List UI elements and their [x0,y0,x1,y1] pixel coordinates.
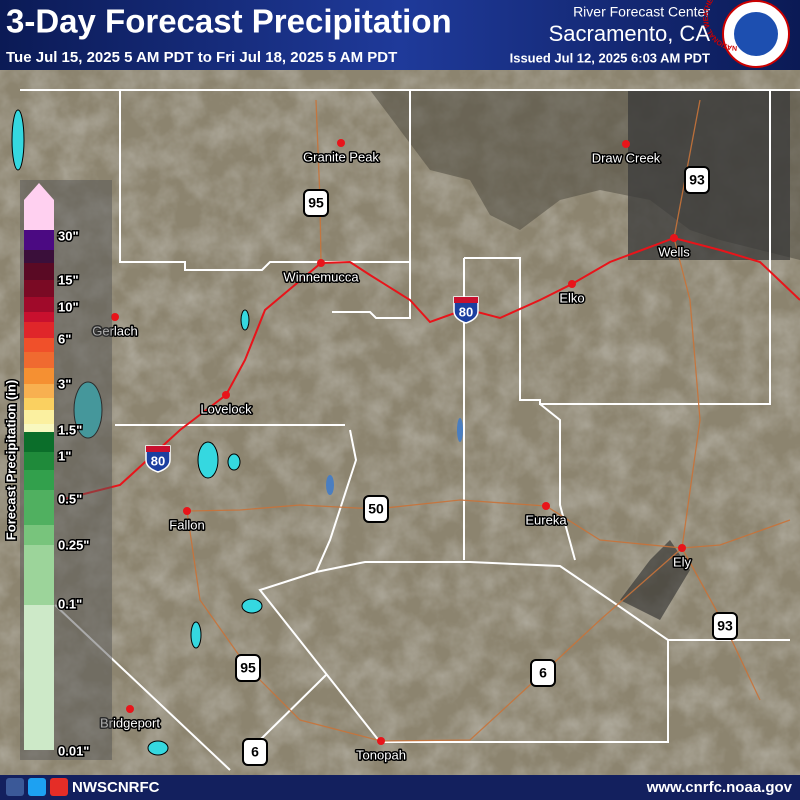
footer-bar [0,775,800,800]
shield-label: 93 [689,172,705,188]
city-dot [111,313,119,321]
city-label: Fallon [169,517,204,532]
legend-title: Forecast Precipitation (in) [3,380,18,540]
us-shield [242,738,268,766]
legend-band [24,452,54,470]
city-label: Wells [658,244,690,259]
shield-label: 80 [151,453,165,468]
interstate-top [454,297,478,303]
legend-label: 15" [58,272,79,287]
shield-label: 6 [539,665,547,681]
interstate-top [146,446,170,452]
legend-band [24,525,54,545]
period: Tue Jul 15, 2025 5 AM PDT to Fri Jul 18,… [6,49,397,66]
us-shield [235,654,261,682]
city-dot [337,139,345,147]
city-label: Draw Creek [592,150,661,165]
city-label: Bridgeport [100,715,160,730]
city-label: Granite Peak [303,149,379,164]
legend-label: 0.1" [58,596,82,611]
legend-band [24,490,54,525]
city-dot [568,280,576,288]
legend-band [24,338,54,352]
legend-band [24,545,54,605]
us-shield [530,659,556,687]
city-label: Ely [673,554,692,569]
legend-band [24,368,54,384]
shield-label: 80 [459,304,473,319]
legend-band [24,384,54,398]
legend-band [24,230,54,250]
interstate-80 [59,236,800,501]
city-label: Lovelock [200,401,252,416]
city-dot [317,259,325,267]
title: 3-Day Forecast Precipitation [6,3,452,40]
legend-band [24,410,54,424]
dark-terrain [620,540,690,620]
us-shield [712,612,738,640]
legend-band [24,432,54,452]
legend-band [24,250,54,263]
shield-label: 95 [308,195,324,211]
legend-label: 3" [58,376,71,391]
legend-label: 1.5" [58,422,82,437]
legend-label: 10" [58,299,79,314]
legend-arrow [24,183,54,230]
office-line2: Sacramento, CA [549,21,711,46]
us-shield [303,189,329,217]
legend-band [24,424,54,432]
legend-band [24,297,54,312]
city-label: Elko [559,290,584,305]
facebook-icon[interactable] [6,778,24,796]
city-dot [126,705,134,713]
legend-band [24,322,54,338]
interstate-shield [453,296,479,324]
legend-label: 0.25" [58,537,89,552]
city-label: Winnemucca [283,269,359,284]
header-bar [0,0,800,70]
legend-label: 0.5" [58,491,82,506]
city-dot [222,391,230,399]
legend-band [24,398,54,410]
us-shield [363,495,389,523]
lake [457,418,463,442]
url[interactable]: www.cnrfc.noaa.gov [646,779,793,796]
legend-label: 1" [58,448,71,463]
city-dot [542,502,550,510]
twitter-icon[interactable] [28,778,46,796]
city-label: Tonopah [356,747,406,762]
issued: Issued Jul 12, 2025 6:03 AM PDT [510,50,710,65]
shield-label: 95 [240,660,256,676]
lake [326,475,334,495]
legend-label: 6" [58,331,71,346]
interstate-shield [145,445,171,473]
legend-label: 0.01" [58,743,89,758]
city-dot [622,140,630,148]
handle[interactable]: NWSCNRFC [72,779,160,796]
city-label: Eureka [525,512,567,527]
office-line1: River Forecast Center [573,4,710,20]
legend-label: 30" [58,228,79,243]
shield-label: 50 [368,501,384,517]
logo-inner [734,12,778,56]
city-dot [678,544,686,552]
city-dot [377,737,385,745]
youtube-icon[interactable] [50,778,68,796]
legend-band [24,605,54,750]
shield-label: 93 [717,618,733,634]
legend-band [24,312,54,322]
legend-band [24,352,54,368]
legend-band [24,280,54,297]
legend-band [24,470,54,490]
city-dot [670,234,678,242]
shield-label: 6 [251,744,259,760]
city-dot [183,507,191,515]
us-shield [684,166,710,194]
legend-band [24,263,54,280]
